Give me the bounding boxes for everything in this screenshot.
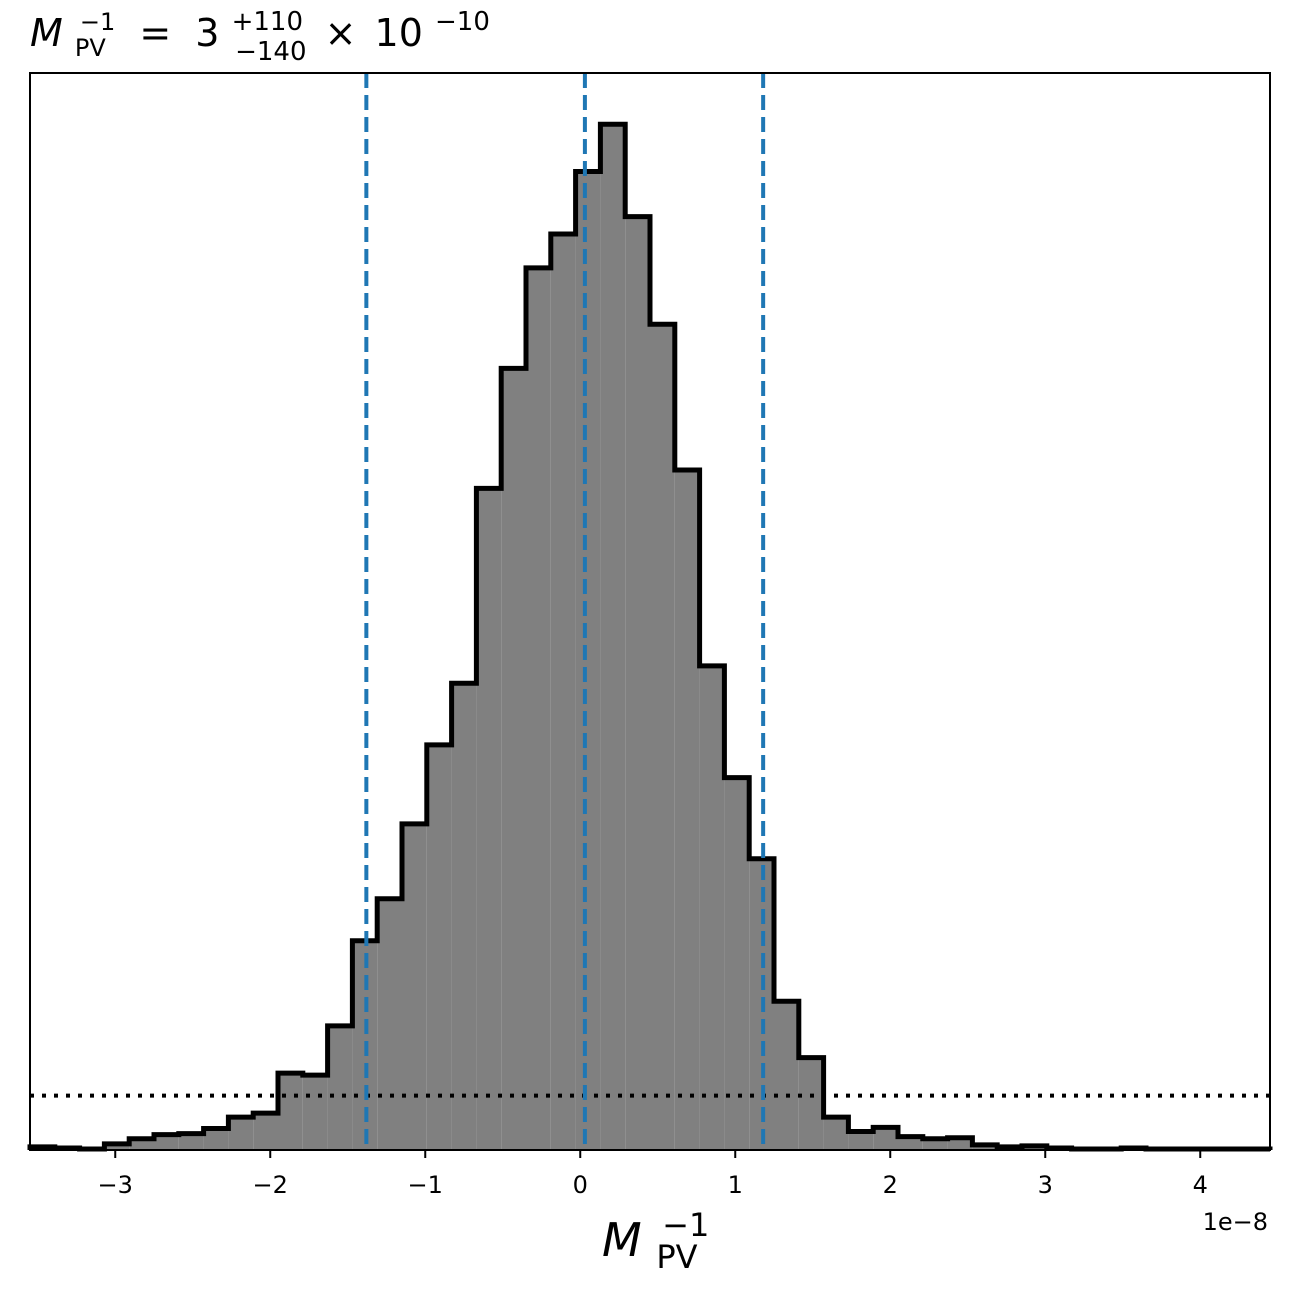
x-tick-label: 0 <box>573 1171 588 1199</box>
histogram-bar <box>625 216 650 1151</box>
histogram-bar <box>972 1144 998 1150</box>
title-times: × <box>325 11 357 55</box>
histogram-bar <box>674 469 700 1150</box>
x-axis-offset-label: 1e−8 <box>1203 1208 1268 1236</box>
histogram-bar <box>104 1143 130 1150</box>
title-symbol: M <box>30 11 63 55</box>
histogram-outline <box>27 121 1273 1152</box>
x-axis-label: M PV −1 <box>602 1206 712 1279</box>
histogram-bar <box>848 1131 874 1150</box>
x-tick-label: −3 <box>98 1171 133 1199</box>
title-error-plus: +110 <box>232 7 303 37</box>
title-symbol-subscript: PV <box>75 34 106 62</box>
histogram-bar <box>426 744 452 1150</box>
chart-title: M PV −1 = 3 +110 −140 × 10 −10 <box>30 0 490 69</box>
histogram-bar <box>600 124 626 1150</box>
xlabel-superscript: −1 <box>662 1206 709 1244</box>
histogram-bar <box>724 777 750 1150</box>
title-exponent: −10 <box>435 7 490 37</box>
histogram-bar <box>129 1138 154 1150</box>
title-base: 10 <box>375 11 423 55</box>
histogram-bar <box>575 171 601 1150</box>
x-axis-ticks: −3 −2 −1 0 1 2 3 4 <box>98 1150 1208 1199</box>
histogram-bar <box>302 1075 328 1150</box>
x-tick-label: −1 <box>408 1171 443 1199</box>
histogram-bar <box>203 1128 229 1150</box>
histogram-bar <box>451 683 477 1150</box>
histogram-bar <box>278 1073 303 1150</box>
plot-frame <box>29 72 1271 1151</box>
xlabel-symbol: M <box>602 1213 642 1267</box>
xlabel-subscript: PV <box>656 1238 697 1276</box>
histogram-bar <box>774 1001 799 1150</box>
x-tick-label: 4 <box>1193 1171 1208 1199</box>
title-error-minus: −140 <box>235 37 306 67</box>
histogram-bar <box>228 1117 254 1150</box>
histogram-bar <box>922 1138 948 1150</box>
histogram-bar <box>476 488 502 1150</box>
histogram-bar <box>873 1127 898 1150</box>
histogram-bar <box>798 1057 824 1150</box>
histogram-bar <box>550 234 576 1151</box>
plot-area <box>27 73 1273 1152</box>
histogram-bar <box>699 665 725 1150</box>
title-symbol-superscript: −1 <box>80 8 115 36</box>
histogram-bar <box>501 368 526 1150</box>
histogram-bar <box>327 1025 353 1150</box>
histogram-bar <box>154 1134 179 1150</box>
x-tick-label: 1 <box>728 1171 743 1199</box>
histogram-bar <box>178 1133 204 1150</box>
histogram-bar <box>253 1113 278 1150</box>
histogram-bar <box>947 1137 973 1150</box>
histogram-bar <box>823 1117 849 1150</box>
histogram-bar <box>377 898 402 1150</box>
histogram-bar <box>526 267 551 1150</box>
title-median: 3 <box>195 11 219 55</box>
x-tick-label: 2 <box>883 1171 898 1199</box>
x-tick-label: −2 <box>253 1171 288 1199</box>
histogram-bar <box>402 823 427 1150</box>
histogram-bar <box>650 324 675 1150</box>
histogram-bar <box>898 1136 923 1150</box>
x-tick-label: 3 <box>1038 1171 1053 1199</box>
title-equals: = <box>139 11 171 55</box>
